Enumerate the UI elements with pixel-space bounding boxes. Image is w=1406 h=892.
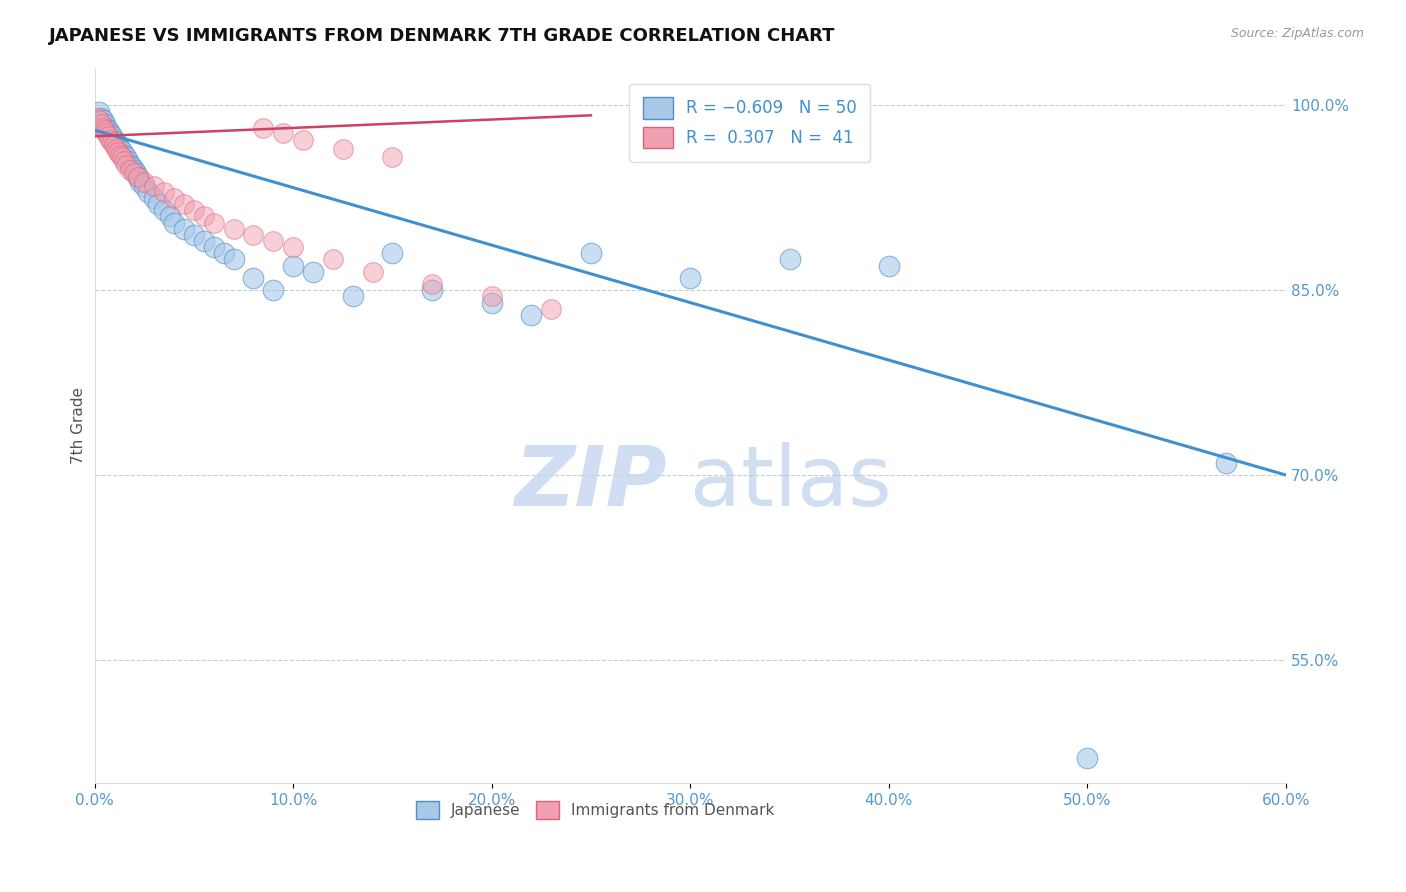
Point: [877, 259, 900, 273]
Point: [127, 169, 149, 184]
Point: [193, 210, 215, 224]
Point: [481, 295, 503, 310]
Point: [111, 144, 134, 158]
Point: [222, 252, 245, 267]
Point: [292, 133, 315, 147]
Point: [679, 271, 702, 285]
Point: [120, 162, 142, 177]
Point: [115, 150, 138, 164]
Point: [1215, 456, 1237, 470]
Point: [96, 126, 118, 140]
Point: [262, 234, 284, 248]
Point: [302, 265, 325, 279]
Text: atlas: atlas: [690, 442, 891, 524]
Point: [100, 126, 122, 140]
Point: [87, 113, 110, 128]
Point: [779, 252, 801, 267]
Point: [110, 142, 132, 156]
Point: [1076, 751, 1098, 765]
Text: ZIP: ZIP: [513, 442, 666, 524]
Point: [520, 308, 543, 322]
Point: [281, 259, 304, 273]
Point: [115, 158, 138, 172]
Point: [173, 221, 195, 235]
Point: [146, 197, 169, 211]
Point: [143, 178, 166, 193]
Point: [252, 120, 274, 135]
Legend: Japanese, Immigrants from Denmark: Japanese, Immigrants from Denmark: [409, 795, 780, 825]
Point: [90, 111, 112, 125]
Point: [112, 153, 135, 168]
Point: [100, 133, 122, 147]
Point: [420, 283, 443, 297]
Point: [90, 117, 112, 131]
Point: [124, 166, 146, 180]
Point: [332, 142, 354, 156]
Point: [222, 221, 245, 235]
Point: [361, 265, 384, 279]
Point: [143, 191, 166, 205]
Point: [183, 227, 205, 242]
Point: [212, 246, 235, 260]
Point: [159, 210, 181, 224]
Point: [134, 175, 156, 189]
Text: JAPANESE VS IMMIGRANTS FROM DENMARK 7TH GRADE CORRELATION CHART: JAPANESE VS IMMIGRANTS FROM DENMARK 7TH …: [49, 27, 835, 45]
Point: [271, 126, 294, 140]
Point: [420, 277, 443, 292]
Point: [163, 215, 186, 229]
Point: [381, 150, 404, 164]
Point: [107, 137, 129, 152]
Point: [107, 145, 129, 160]
Point: [96, 120, 118, 135]
Point: [112, 147, 135, 161]
Point: [101, 129, 124, 144]
Point: [91, 113, 114, 128]
Point: [173, 197, 195, 211]
Point: [101, 136, 124, 150]
Point: [163, 191, 186, 205]
Point: [124, 162, 146, 177]
Point: [86, 111, 108, 125]
Point: [97, 129, 120, 144]
Point: [125, 166, 148, 180]
Point: [103, 133, 125, 147]
Point: [105, 142, 128, 156]
Point: [342, 289, 364, 303]
Point: [242, 227, 264, 242]
Point: [381, 246, 404, 260]
Point: [134, 178, 156, 193]
Point: [105, 136, 128, 150]
Point: [481, 289, 503, 303]
Point: [262, 283, 284, 297]
Point: [93, 117, 115, 131]
Point: [87, 104, 110, 119]
Point: [97, 123, 120, 137]
Point: [193, 234, 215, 248]
Point: [91, 120, 114, 135]
Point: [136, 185, 159, 199]
Point: [202, 215, 225, 229]
Point: [281, 240, 304, 254]
Point: [110, 147, 132, 161]
Point: [103, 137, 125, 152]
Text: Source: ZipAtlas.com: Source: ZipAtlas.com: [1230, 27, 1364, 40]
Point: [117, 153, 139, 168]
Point: [540, 301, 562, 316]
Point: [183, 203, 205, 218]
Y-axis label: 7th Grade: 7th Grade: [72, 387, 86, 464]
Point: [153, 185, 176, 199]
Point: [93, 123, 115, 137]
Point: [121, 160, 143, 174]
Point: [111, 150, 134, 164]
Point: [579, 246, 602, 260]
Point: [242, 271, 264, 285]
Point: [129, 175, 152, 189]
Point: [120, 158, 142, 172]
Point: [127, 169, 149, 184]
Point: [202, 240, 225, 254]
Point: [322, 252, 344, 267]
Point: [153, 203, 176, 218]
